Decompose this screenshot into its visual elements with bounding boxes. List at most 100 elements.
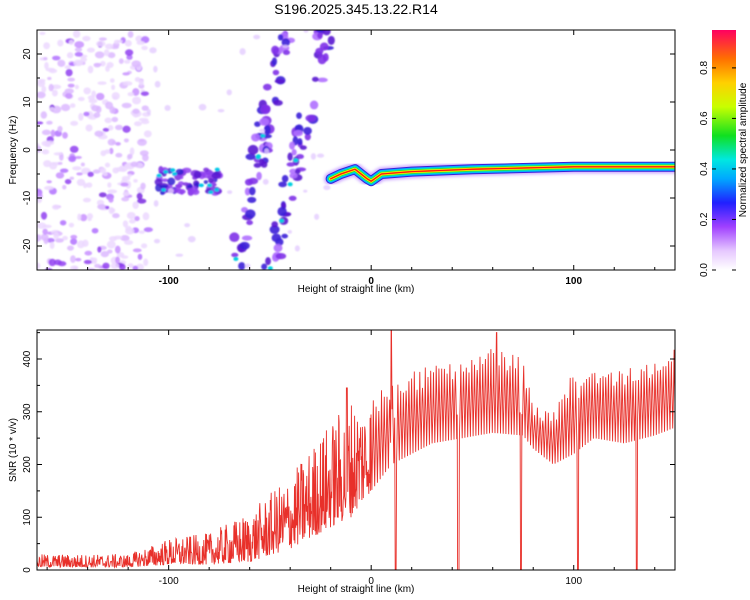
track-blob	[305, 114, 317, 122]
noise-blob	[121, 102, 132, 109]
noise-blob	[167, 188, 174, 194]
noise-blob	[43, 42, 50, 50]
noise-blob	[161, 178, 169, 183]
noise-hotspot	[170, 168, 176, 172]
noise-blob	[48, 83, 54, 92]
noise-blob	[211, 172, 222, 179]
noise-blob	[164, 105, 171, 111]
noise-blob	[43, 56, 48, 61]
noise-blob	[68, 155, 77, 163]
track-blob	[327, 35, 335, 45]
snr-series-line	[37, 330, 675, 570]
track-blob	[231, 252, 239, 258]
x-tick-label: 0	[368, 276, 374, 287]
noise-blob	[153, 200, 159, 207]
noise-blob	[64, 179, 72, 185]
noise-blob	[70, 234, 78, 240]
track-blob	[259, 158, 265, 166]
noise-blob	[37, 234, 42, 242]
noise-blob	[115, 142, 121, 146]
x-tick-label: 100	[565, 576, 582, 587]
colorbar-tick-label: 0.6	[699, 111, 710, 125]
noise-blob	[122, 191, 130, 197]
noise-blob	[95, 92, 105, 101]
noise-blob	[74, 47, 83, 52]
noise-hotspot	[214, 167, 220, 172]
track-blob	[303, 127, 312, 135]
noise-blob	[40, 111, 48, 119]
noise-blob	[37, 78, 46, 83]
spectrogram-y-label: Frequency (Hz)	[8, 116, 19, 185]
noise-blob	[159, 190, 165, 195]
noise-blob	[43, 237, 49, 245]
noise-blob	[154, 80, 161, 88]
noise-blob	[115, 166, 126, 172]
noise-blob	[74, 51, 83, 57]
track-blob	[281, 233, 289, 239]
noise-blob	[167, 177, 176, 186]
noise-blob	[45, 67, 56, 72]
noise-blob	[106, 62, 114, 68]
noise-blob	[132, 265, 139, 270]
spectrogram-image	[37, 30, 675, 270]
noise-blob	[73, 59, 83, 67]
noise-blob	[86, 47, 95, 53]
track-blob	[278, 181, 287, 188]
noise-blob	[55, 172, 65, 179]
noise-blob	[70, 120, 79, 126]
spectrogram-noise-layer	[37, 30, 335, 270]
track-blob	[244, 209, 256, 219]
noise-blob	[94, 263, 101, 268]
noise-blob	[259, 128, 266, 133]
noise-blob	[244, 263, 251, 269]
noise-blob	[111, 84, 116, 90]
track-blob	[261, 263, 268, 270]
track-blob	[264, 125, 271, 135]
noise-blob	[139, 150, 149, 157]
noise-hotspot	[156, 173, 162, 178]
track-blob	[253, 162, 262, 168]
noise-blob	[106, 240, 116, 249]
track-blob	[289, 172, 298, 179]
track-blob	[273, 243, 283, 253]
noise-blob	[108, 207, 115, 215]
noise-blob	[99, 167, 107, 174]
noise-blob	[64, 88, 74, 94]
noise-blob	[119, 263, 126, 270]
track-blob	[251, 133, 261, 142]
noise-blob	[62, 235, 68, 241]
track-blob	[291, 148, 297, 156]
noise-blob	[226, 89, 232, 96]
noise-blob	[57, 161, 63, 165]
noise-blob	[82, 35, 91, 42]
noise-blob	[91, 228, 99, 234]
noise-blob	[83, 259, 92, 265]
track-blob	[247, 144, 259, 155]
track-blob	[238, 262, 246, 270]
noise-blob	[129, 147, 135, 156]
track-blob	[275, 238, 284, 246]
noise-blob	[108, 197, 114, 203]
noise-blob	[153, 238, 161, 244]
noise-blob	[53, 152, 63, 156]
noise-blob	[57, 39, 64, 47]
track-hotspot	[255, 154, 261, 159]
noise-blob	[91, 90, 97, 98]
noise-blob	[39, 31, 46, 36]
y-tick-label: 20	[22, 48, 33, 60]
noise-blob	[94, 130, 104, 137]
noise-hotspot	[214, 188, 220, 192]
noise-blob	[107, 125, 114, 131]
noise-blob	[141, 45, 148, 51]
track-hotspot	[233, 256, 239, 261]
noise-blob	[69, 145, 79, 153]
noise-blob	[294, 245, 300, 252]
noise-blob	[77, 213, 82, 221]
noise-blob	[138, 79, 144, 86]
track-blob	[239, 241, 250, 250]
track-blob	[263, 83, 272, 91]
noise-blob	[181, 167, 192, 174]
track-blob	[271, 45, 280, 55]
track-blob	[317, 32, 323, 39]
noise-blob	[76, 172, 83, 176]
